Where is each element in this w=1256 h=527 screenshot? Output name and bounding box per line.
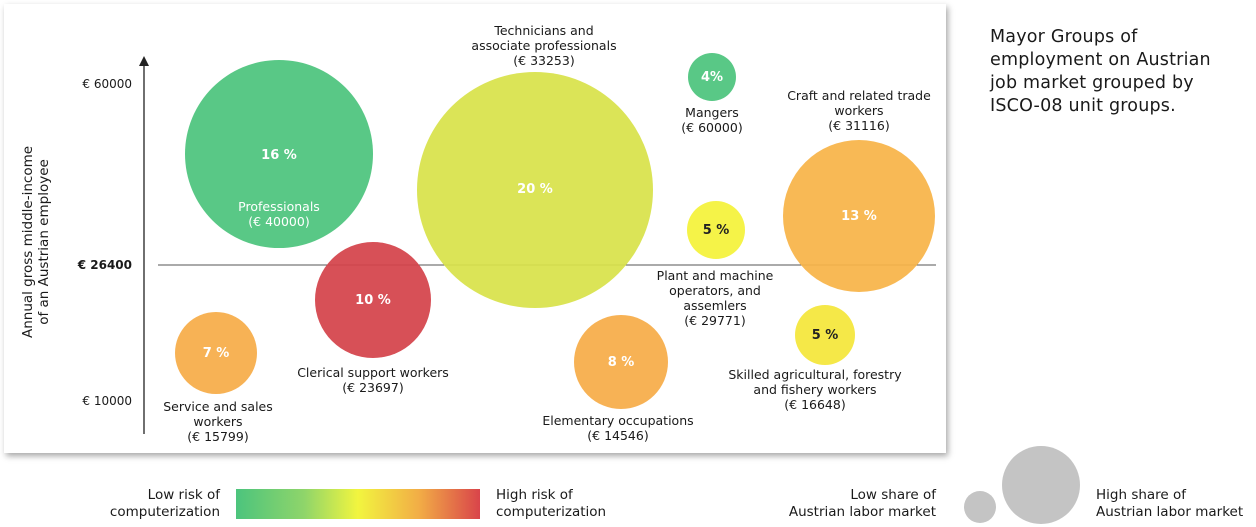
legend-low-share-label: Low share of Austrian labor market bbox=[760, 487, 936, 521]
bubble-name-line: Plant and machine bbox=[657, 268, 774, 283]
bubble-name-line: and fishery workers bbox=[753, 382, 876, 397]
bubble-income-label: (€ 14546) bbox=[587, 428, 648, 443]
bubble-share-label: 7 % bbox=[203, 346, 230, 361]
bubble bbox=[687, 201, 745, 259]
legend-high-share-line-1: High share of bbox=[1096, 487, 1187, 503]
legend-low-risk-line-2: computerization bbox=[109, 504, 220, 520]
bubble-category-label: Clerical support workers (€ 23697) bbox=[297, 365, 449, 395]
bubble-name-line: Technicians and bbox=[493, 23, 593, 38]
legend-high-share-line-2: Austrian labor market bbox=[1096, 504, 1244, 520]
y-axis-label-line: Annual gross middle-income bbox=[20, 146, 36, 338]
bubble-name-line: Clerical support workers bbox=[297, 365, 449, 380]
bubble bbox=[688, 53, 736, 101]
bubble-name-line: Service and sales bbox=[163, 399, 273, 414]
bubble-name-line: Professionals bbox=[238, 199, 320, 214]
legend-low-risk-line-1: Low risk of bbox=[147, 487, 220, 503]
bubble-name-line: workers bbox=[834, 103, 883, 118]
bubble-income-label: (€ 40000) bbox=[248, 214, 309, 229]
risk-color-gradient bbox=[236, 489, 480, 519]
bubble bbox=[175, 312, 257, 394]
chart-panel: € 60000 € 26400 € 10000 Annual gross middle… bbox=[4, 4, 946, 453]
bubble-income-label: (€ 29771) bbox=[684, 313, 745, 328]
bubble-name-line: Mangers bbox=[685, 105, 739, 120]
bubble-name-line: Craft and related trade bbox=[787, 88, 931, 103]
y-tick-label: € 26400 bbox=[77, 258, 132, 272]
bubble-share-label: 20 % bbox=[517, 182, 553, 197]
legend-high-risk-line-1: High risk of bbox=[496, 487, 573, 503]
legend-small-share-circle bbox=[964, 491, 996, 523]
legend-low-share-line-2: Austrian labor market bbox=[788, 504, 936, 520]
bubble-category-label: Technicians and associate professionals (€… bbox=[471, 23, 616, 68]
bubble-name-line: Elementary occupations bbox=[542, 413, 693, 428]
bubble bbox=[185, 60, 373, 248]
legend-high-risk-label: High risk of computerization bbox=[496, 487, 626, 521]
bubble bbox=[574, 315, 668, 409]
bubble-income-label: (€ 60000) bbox=[681, 120, 742, 135]
bubble-category-label: Service and sales workers (€ 15799) bbox=[163, 399, 273, 444]
y-axis-label-line: of an Austrian employee bbox=[36, 159, 52, 325]
bubble-income-label: (€ 16648) bbox=[784, 397, 845, 412]
bubble bbox=[795, 305, 855, 365]
bubble-share-label: 5 % bbox=[812, 328, 839, 343]
bubble bbox=[417, 72, 653, 308]
bubble-share-label: 5 % bbox=[703, 223, 730, 238]
bubble-share-label: 16 % bbox=[261, 148, 297, 163]
bubble-income-label: (€ 33253) bbox=[513, 53, 574, 68]
bubble-share-label: 8 % bbox=[608, 355, 635, 370]
bubble-name-line: associate professionals bbox=[471, 38, 616, 53]
bubble-share-label: 13 % bbox=[841, 209, 877, 224]
bubble-income-label: (€ 15799) bbox=[187, 429, 248, 444]
bubble-category-label: Craft and related trade workers (€ 31116) bbox=[787, 88, 931, 133]
legend-large-share-circle bbox=[1002, 446, 1080, 524]
bubble-income-label: (€ 23697) bbox=[342, 380, 403, 395]
y-axis-arrow-icon bbox=[139, 56, 149, 66]
y-tick-label: € 10000 bbox=[82, 394, 132, 408]
legend-low-share-line-1: Low share of bbox=[850, 487, 936, 503]
bubble-name-line: workers bbox=[193, 414, 242, 429]
bubble-name-line: Skilled agricultural, forestry bbox=[728, 367, 902, 382]
y-tick-label: € 60000 bbox=[82, 77, 132, 91]
y-axis-label: Annual gross middle-incomeof an Austrian… bbox=[20, 146, 52, 338]
bubble-category-label: Plant and machine operators, and assemlers… bbox=[657, 268, 774, 328]
bubble-name-line: assemlers bbox=[683, 298, 746, 313]
legend-low-risk-label: Low risk of computerization bbox=[108, 487, 220, 521]
bubble-income-label: (€ 31116) bbox=[828, 118, 889, 133]
bubble-category-label: Elementary occupations (€ 14546) bbox=[542, 413, 693, 443]
bubble-category-label: Professionals (€ 40000) bbox=[238, 199, 320, 229]
bubble bbox=[315, 242, 431, 358]
bubble-share-label: 4% bbox=[701, 70, 723, 85]
chart-title: Mayor Groups of employment on Austrian j… bbox=[990, 27, 1211, 116]
bubble-category-label: Mangers (€ 60000) bbox=[681, 105, 742, 135]
bubble-share-label: 10 % bbox=[355, 293, 391, 308]
bubble bbox=[783, 140, 935, 292]
bubble-chart: € 60000 € 26400 € 10000 Annual gross middle… bbox=[20, 23, 936, 444]
legend-high-share-label: High share of Austrian labor market bbox=[1096, 487, 1256, 521]
bubble-category-label: Skilled agricultural, forestry and fisher… bbox=[728, 367, 902, 412]
legend-high-risk-line-2: computerization bbox=[496, 504, 607, 520]
bubble-name-line: operators, and bbox=[669, 283, 761, 298]
